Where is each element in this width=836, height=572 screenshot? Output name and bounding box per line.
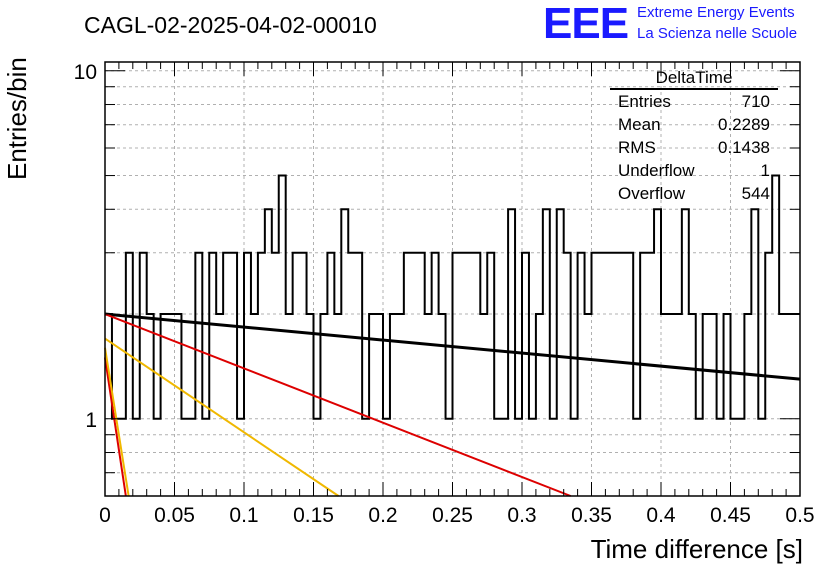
x-tick-label: 0.5 xyxy=(785,504,814,527)
stats-row: Mean 0.2289 xyxy=(610,113,778,136)
stats-label: Underflow xyxy=(618,161,695,180)
stats-value: 0.2289 xyxy=(718,115,770,134)
x-tick-label: 0.3 xyxy=(507,504,536,527)
y-tick-label: 1 xyxy=(85,409,97,432)
fit-line xyxy=(104,337,340,497)
stats-box: DeltaTime Entries 710 Mean 0.2289 RMS 0.… xyxy=(610,68,778,205)
x-tick-label: 0.4 xyxy=(646,504,676,527)
x-tick-label: 0.05 xyxy=(154,504,195,527)
fit-curves xyxy=(104,312,801,497)
stats-value: 710 xyxy=(741,92,770,111)
stats-row: RMS 0.1438 xyxy=(610,136,778,159)
x-tick-label: 0.15 xyxy=(293,504,334,527)
stats-title: DeltaTime xyxy=(610,68,778,90)
stats-row: Underflow 1 xyxy=(610,159,778,182)
stats-label: Mean xyxy=(618,115,661,134)
axis-ticks xyxy=(104,62,801,497)
x-tick-label: 0.45 xyxy=(710,504,751,527)
fit-line xyxy=(104,357,127,497)
logo-line-1: Extreme Energy Events xyxy=(637,4,795,21)
y-tick-label: 10 xyxy=(74,61,97,84)
stats-label: Overflow xyxy=(618,184,686,203)
stats-label: RMS xyxy=(618,138,656,157)
stats-value: 1 xyxy=(760,161,770,180)
stats-value: 544 xyxy=(741,184,770,203)
stats-row: Entries 710 xyxy=(610,90,778,113)
fit-line xyxy=(104,313,572,497)
stats-value: 0.1438 xyxy=(718,138,770,157)
stats-label: Entries xyxy=(618,92,671,111)
stats-row: Overflow 544 xyxy=(610,182,778,205)
chart-title: CAGL-02-2025-04-02-00010 xyxy=(84,12,377,38)
x-axis-label: Time difference [s] xyxy=(590,534,803,564)
x-tick-label: 0.2 xyxy=(368,504,397,527)
eee-logo: EEE xyxy=(543,0,629,48)
y-axis-label: Entries/bin xyxy=(2,57,32,180)
fit-line xyxy=(104,347,130,497)
logo-line-2: La Scienza nelle Scuole xyxy=(637,25,798,42)
fit-line xyxy=(104,312,801,381)
x-tick-label: 0 xyxy=(99,504,111,527)
x-tick-label: 0.35 xyxy=(571,504,612,527)
histogram-line xyxy=(105,174,800,420)
x-tick-label: 0.25 xyxy=(432,504,473,527)
x-tick-label: 0.1 xyxy=(229,504,258,527)
tick-labels: 0 0.05 0.1 0.15 0.2 0.25 0.3 0.35 0.4 0.45 0.5 1 10 xyxy=(74,61,815,527)
histogram-series xyxy=(105,174,800,420)
